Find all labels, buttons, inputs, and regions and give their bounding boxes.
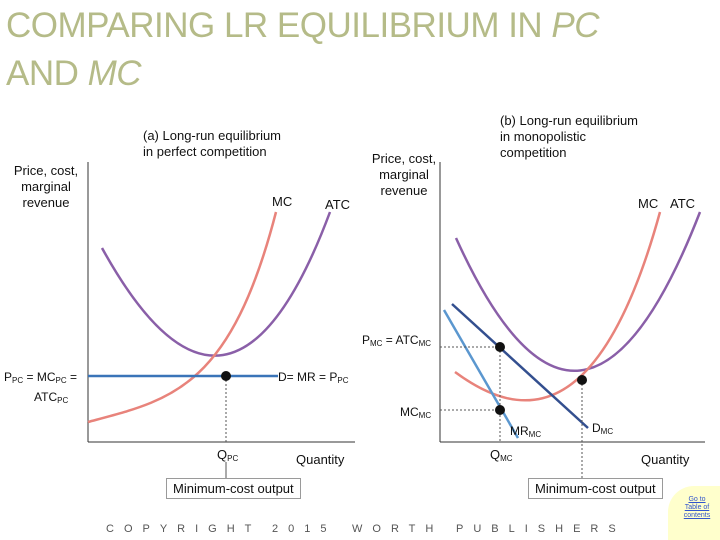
panel-a-mc-label: MC [272,194,292,209]
panel-a-atc-eq-label: ATCPC [34,390,68,405]
table-of-contents-link[interactable]: Go to Table of contents [668,486,720,540]
panel-b-title-line3: competition [500,145,566,160]
panel-b-atc-curve [454,211,702,373]
footer-year: 2015 [272,523,337,535]
panel-b-mc-point-label: MCMC [400,405,431,420]
panel-b-mc-curve [454,211,662,402]
panel-b-min-atc-point [577,375,587,385]
panel-a-mc-curve [87,211,278,424]
panel-a-x-label: Quantity [296,452,345,467]
panel-a-y-label: Price, cost, [14,163,78,178]
footer-copyright: COPYRIGHT [106,523,262,535]
panel-a-price-label: PPC = MCPC = [4,370,77,385]
panel-b-min-cost-callout: Minimum-cost output [528,478,663,499]
panel-a-title-line2: in perfect competition [143,144,267,159]
footer-worth: WORTH [352,523,444,535]
panel-b-price-point [495,342,505,352]
panel-a-quantity-tick-label: QPC [217,447,238,463]
panel-b-price-label: PMC = ATCMC [362,333,431,348]
page-title: COMPARING LR EQUILIBRIUM IN PC AND MC [6,6,600,93]
panel-a-demand-label: D= MR = PPC [278,370,349,385]
panel-a-atc-curve [100,211,332,357]
panel-b-title-line2: in monopolistic [500,129,586,144]
panel-a-atc-label: ATC [325,197,350,212]
panel-a-y-label-2: marginal [21,179,71,194]
panel-b-y-label: Price, cost, [372,151,436,166]
panel-b-x-label: Quantity [641,452,690,467]
panel-b-demand-line [451,303,589,429]
panel-b-mr-mc-point [495,405,505,415]
panel-b-quantity-tick-label: QMC [490,447,513,463]
panel-b-mr-label: MRMC [510,424,541,439]
footer-publishers: PUBLISHERS [456,523,626,535]
panel-a-y-label-3: revenue [23,195,70,210]
panel-b-y-label-3: revenue [381,183,428,198]
panel-b-d-label: DMC [592,421,613,436]
panel-b-mr-line [442,309,520,439]
panel-a-equilibrium-point [221,371,231,381]
panel-b-mc-label: MC [638,196,658,211]
table-of-contents-label[interactable]: Go to Table of contents [683,496,711,519]
panel-b-y-label-2: marginal [379,167,429,182]
panel-b-title: (b) Long-run equilibrium [500,113,638,128]
panel-a-min-cost-callout: Minimum-cost output [166,478,301,499]
panel-a-title: (a) Long-run equilibrium [143,128,281,143]
panel-b-atc-label: ATC [670,196,695,211]
